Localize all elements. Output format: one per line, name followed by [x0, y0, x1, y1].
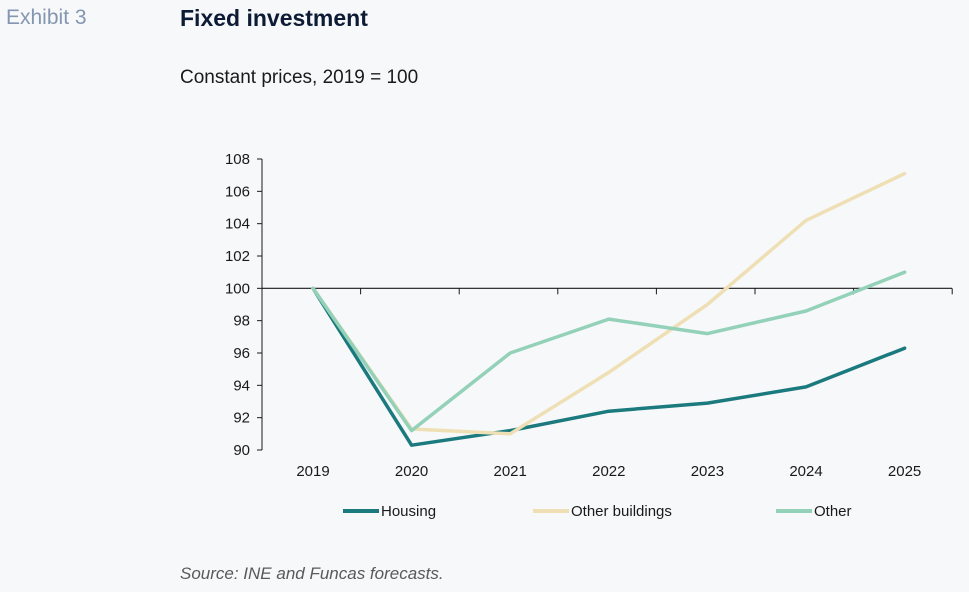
legend-item: Other buildings	[533, 503, 672, 520]
series-line-3	[311, 270, 907, 433]
series-lines	[311, 171, 907, 447]
y-tick-label: 102	[225, 248, 250, 265]
x-tick-label: 2023	[691, 463, 724, 480]
series-line-1	[311, 286, 907, 447]
y-axis: 90 92 94 96 98 100 102 104 106 108	[225, 151, 263, 459]
exhibit-label: Exhibit 3	[6, 6, 87, 29]
x-tick-label: 2019	[296, 463, 329, 480]
y-tick-label: 98	[233, 313, 250, 330]
x-tick-label: 2024	[789, 463, 822, 480]
y-tick-label: 106	[225, 183, 250, 200]
legend: Housing Other buildings Other	[343, 503, 852, 520]
x-tick-label: 2020	[395, 463, 428, 480]
x-tick-label: 2022	[592, 463, 625, 480]
y-tick-label: 96	[233, 345, 250, 362]
y-tick-label: 104	[225, 216, 250, 233]
legend-item: Housing	[343, 503, 436, 520]
y-tick-label: 94	[233, 377, 250, 394]
chart-title: Fixed investment	[180, 5, 368, 31]
source-note: Source: INE and Funcas forecasts.	[180, 564, 444, 583]
x-tick-label: 2021	[494, 463, 527, 480]
y-tick-label: 108	[225, 151, 250, 168]
x-tick-label: 2025	[888, 463, 921, 480]
legend-item: Other	[776, 503, 852, 520]
chart-subtitle: Constant prices, 2019 = 100	[180, 67, 419, 88]
series-line-2	[311, 171, 907, 436]
legend-label: Other	[814, 503, 852, 520]
x-axis: 2019 2020 2021 2022 2023 2024 2025	[261, 287, 953, 480]
y-tick-label: 92	[233, 410, 250, 427]
legend-label: Other buildings	[571, 503, 672, 520]
y-tick-label: 90	[233, 442, 250, 459]
legend-label: Housing	[381, 503, 436, 520]
y-tick-label: 100	[225, 280, 250, 297]
